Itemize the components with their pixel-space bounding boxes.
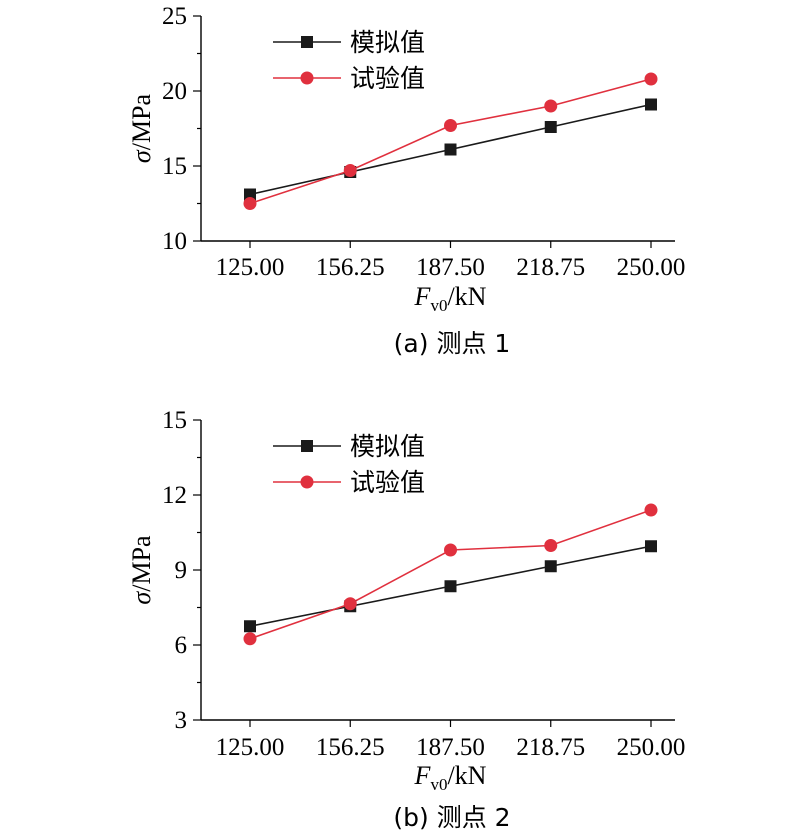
panel-caption: (b) 测点 2 — [393, 803, 510, 832]
data-point-square — [544, 560, 557, 573]
data-point-circle — [243, 197, 257, 210]
data-point-circle — [343, 597, 357, 611]
legend-marker-square — [301, 440, 313, 452]
y-tick-label: 25 — [162, 3, 187, 30]
data-point-circle — [644, 72, 658, 86]
chart-panel-b: 3 6 9 12 15 125.00 156.25 187.50 218.75 250.00 Fv0… — [127, 407, 685, 832]
x-tick-label: 187.50 — [416, 254, 485, 281]
legend-label: 模拟值 — [350, 28, 425, 57]
y-tick-label: 20 — [162, 78, 187, 105]
x-tick-label: 156.25 — [316, 254, 385, 281]
data-point-circle — [544, 99, 558, 113]
data-point-square — [244, 188, 256, 201]
x-tick-label: 218.75 — [516, 254, 585, 281]
y-tick-label: 10 — [162, 228, 187, 255]
data-point-square — [444, 143, 457, 156]
data-point-circle — [644, 503, 658, 517]
y-tick-label: 6 — [175, 632, 188, 659]
y-tick-label: 9 — [175, 557, 188, 584]
data-point-square — [645, 540, 657, 553]
x-axis-title: Fv0/kN — [414, 761, 487, 794]
legend-label: 试验值 — [350, 64, 425, 93]
chart-panel-a: 10 15 20 25 125.00 156.25 187.50 218.75 250.00 Fv… — [127, 3, 685, 358]
y-tick-label: 15 — [162, 153, 187, 180]
x-tick-label: 156.25 — [316, 734, 385, 761]
data-point-circle — [544, 539, 558, 552]
legend-marker-circle — [300, 71, 314, 85]
data-point-square — [645, 98, 657, 111]
data-point-square — [444, 580, 457, 593]
x-axis-title: Fv0/kN — [414, 282, 487, 315]
series-line-1 — [249, 78, 652, 205]
y-tick-label: 3 — [175, 707, 188, 734]
legend-label: 模拟值 — [350, 432, 425, 461]
y-axis-title: σ/MPa — [127, 535, 156, 605]
panel-caption: (a) 测点 1 — [394, 329, 511, 358]
legend-marker-circle — [300, 475, 314, 489]
data-point-circle — [243, 632, 257, 646]
data-point-circle — [343, 164, 357, 177]
y-axis-title: σ/MPa — [127, 93, 156, 163]
x-tick-label: 250.00 — [617, 254, 686, 281]
x-tick-label: 218.75 — [516, 734, 585, 761]
y-tick-label: 12 — [162, 482, 187, 509]
data-point-circle — [444, 119, 457, 132]
series-line-1 — [249, 509, 652, 640]
legend-label: 试验值 — [350, 468, 425, 497]
y-tick-label: 15 — [162, 407, 187, 434]
x-tick-label: 250.00 — [617, 734, 686, 761]
data-point-square — [544, 121, 557, 133]
legend-marker-square — [301, 36, 313, 48]
x-tick-label: 187.50 — [416, 734, 485, 761]
data-point-square — [244, 620, 256, 633]
x-tick-label: 125.00 — [216, 254, 285, 281]
data-point-circle — [444, 543, 457, 557]
x-tick-label: 125.00 — [216, 734, 285, 761]
